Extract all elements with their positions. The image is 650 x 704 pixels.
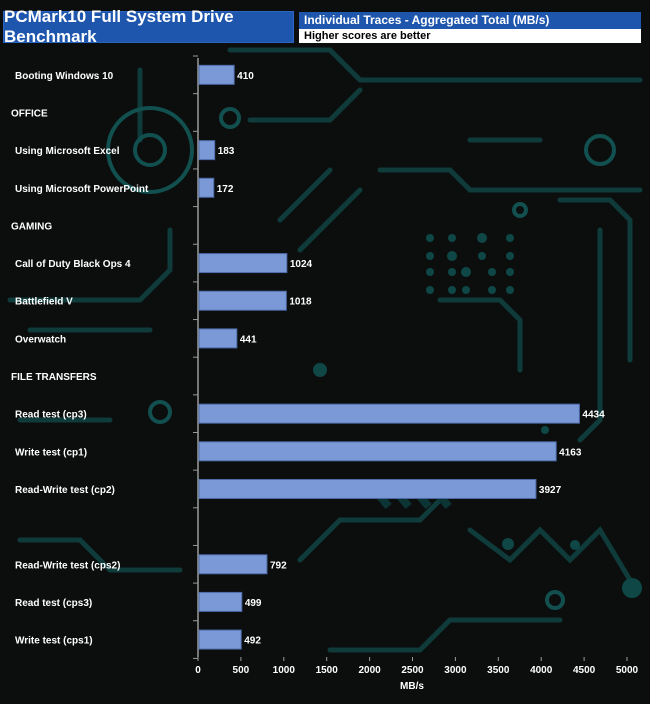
x-tick-label: 3500 xyxy=(487,665,510,676)
value-label: 1024 xyxy=(290,259,313,270)
value-label: 410 xyxy=(237,71,254,82)
category-label: Booting Windows 10 xyxy=(15,71,114,82)
x-axis-label: MB/s xyxy=(400,681,424,692)
bar xyxy=(198,478,537,499)
value-label: 499 xyxy=(245,598,262,609)
category-label: Read-Write test (cps2) xyxy=(15,560,120,571)
bar xyxy=(198,253,288,274)
category-label: Read test (cp3) xyxy=(15,410,87,421)
section-heading: GAMING xyxy=(11,221,52,232)
section-heading: FILE TRANSFERS xyxy=(11,372,97,383)
bar xyxy=(198,591,243,612)
bar xyxy=(198,554,268,575)
bar xyxy=(198,177,215,198)
value-label: 492 xyxy=(244,636,261,647)
category-label: Write test (cps1) xyxy=(15,636,93,647)
x-tick-label: 4000 xyxy=(530,665,553,676)
section-heading: OFFICE xyxy=(11,108,48,119)
category-label: Battlefield V xyxy=(15,297,73,308)
x-tick-label: 2500 xyxy=(401,665,424,676)
bar xyxy=(198,290,287,311)
value-label: 3927 xyxy=(539,485,562,496)
value-label: 441 xyxy=(240,334,257,345)
category-label: Write test (cp1) xyxy=(15,447,87,458)
value-label: 183 xyxy=(218,146,235,157)
x-tick-label: 2000 xyxy=(358,665,381,676)
x-tick-label: 500 xyxy=(233,665,250,676)
value-label: 4434 xyxy=(582,410,605,421)
category-label: Using Microsoft Excel xyxy=(15,146,120,157)
value-label: 792 xyxy=(270,560,287,571)
chart-subtitle: Individual Traces - Aggregated Total (MB… xyxy=(299,12,641,29)
category-label: Using Microsoft PowerPoint xyxy=(15,184,149,195)
x-tick-label: 5000 xyxy=(616,665,639,676)
x-tick-label: 1500 xyxy=(316,665,339,676)
bar xyxy=(198,328,238,349)
x-tick-label: 4500 xyxy=(573,665,596,676)
value-label: 172 xyxy=(217,184,234,195)
x-tick-label: 1000 xyxy=(273,665,296,676)
bar xyxy=(198,441,557,462)
bar xyxy=(198,140,216,161)
chart-note: Higher scores are better xyxy=(299,29,641,43)
x-tick-label: 3000 xyxy=(444,665,467,676)
category-label: Call of Duty Black Ops 4 xyxy=(15,259,131,270)
chart-title: PCMark10 Full System Drive Benchmark xyxy=(4,7,293,46)
bar xyxy=(198,64,235,85)
category-label: Read test (cps3) xyxy=(15,598,92,609)
bar xyxy=(198,629,242,650)
category-label: Read-Write test (cp2) xyxy=(15,485,115,496)
bar xyxy=(198,403,580,424)
value-label: 4163 xyxy=(559,447,582,458)
x-tick-label: 0 xyxy=(195,665,201,676)
value-label: 1018 xyxy=(289,297,312,308)
category-label: Overwatch xyxy=(15,334,66,345)
